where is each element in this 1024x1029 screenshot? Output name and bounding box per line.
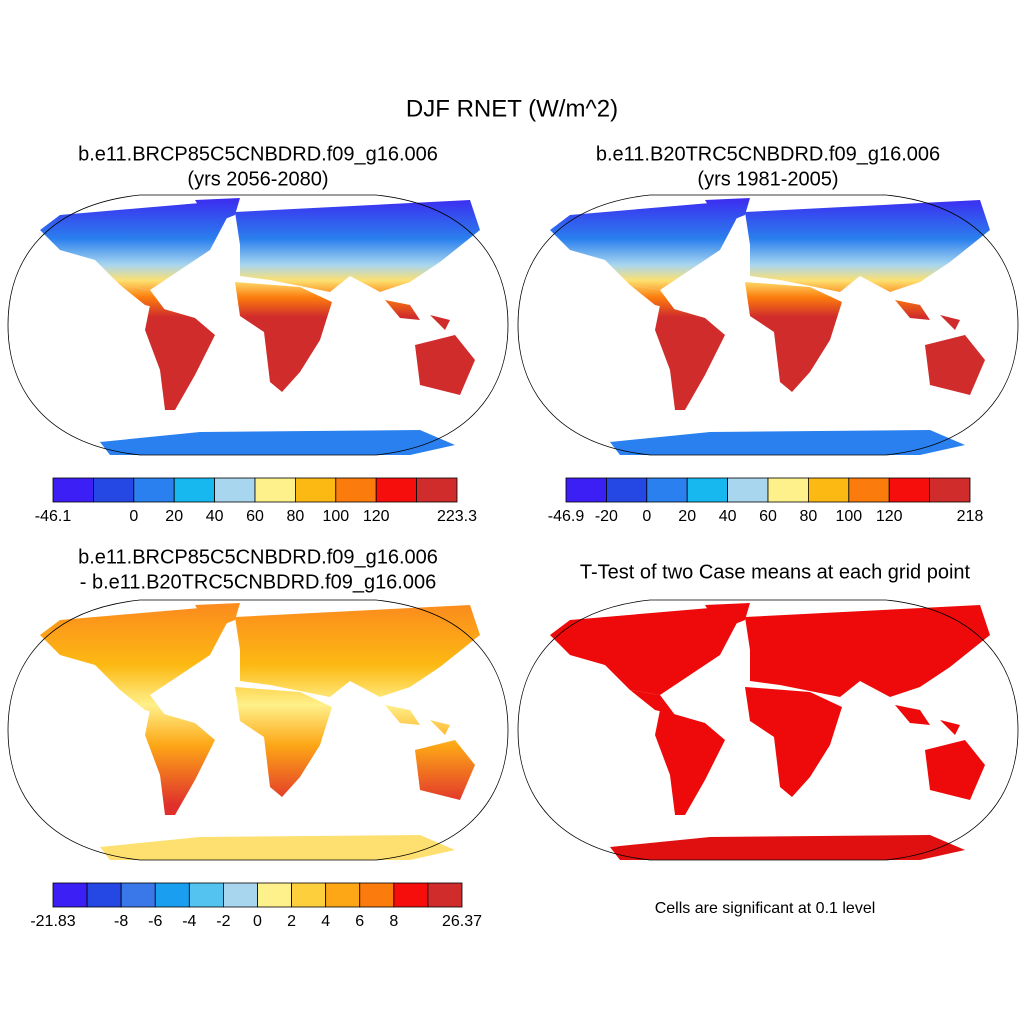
colorbar-box <box>767 477 809 503</box>
colorbar-box <box>848 477 890 503</box>
colorbar-box <box>393 882 429 908</box>
colorbar-box <box>686 477 729 503</box>
colorbar-box <box>888 477 931 503</box>
colorbar-label: 8 <box>389 913 398 930</box>
colorbar-box <box>214 477 256 503</box>
colorbar-box <box>427 882 463 908</box>
colorbar-label: -8 <box>114 913 128 930</box>
colorbar-label: -46.1 <box>35 508 72 525</box>
colorbar-box <box>188 882 224 908</box>
colorbar-label: 120 <box>876 508 903 525</box>
colorbar-label: -2 <box>216 913 230 930</box>
colorbar-label: -20 <box>595 508 618 525</box>
panel-title: b.e11.BRCP85C5CNBDRD.f09_g16.006 <box>78 143 438 165</box>
colorbar-box <box>335 477 377 503</box>
colorbar-box <box>154 882 190 908</box>
colorbar-box <box>52 477 94 503</box>
colorbar-box <box>52 882 88 908</box>
colorbar-label: 80 <box>800 508 818 525</box>
colorbar-box <box>120 882 156 908</box>
colorbar-box <box>565 477 607 503</box>
colorbar-box <box>294 477 337 503</box>
colorbar-label: 6 <box>355 913 364 930</box>
colorbar-label: 100 <box>835 508 862 525</box>
colorbar-label: 60 <box>759 508 777 525</box>
colorbar-label: 4 <box>321 913 330 930</box>
colorbar-label: 218 <box>957 508 984 525</box>
colorbar-label: 20 <box>678 508 696 525</box>
colorbar-label: 26.37 <box>442 913 482 930</box>
colorbar-label: 40 <box>206 508 224 525</box>
colorbar-label: -4 <box>182 913 196 930</box>
colorbar-box <box>727 477 769 503</box>
colorbar-label: 40 <box>719 508 737 525</box>
colorbar-box <box>606 477 648 503</box>
colorbar-box <box>325 882 361 908</box>
colorbar-label: 80 <box>287 508 305 525</box>
colorbar-label: 60 <box>246 508 264 525</box>
colorbar-label: 0 <box>642 508 651 525</box>
map <box>517 599 1019 861</box>
colorbar-box <box>254 477 296 503</box>
panel-title: - b.e11.B20TRC5CNBDRD.f09_g16.006 <box>80 571 436 593</box>
colorbar-label: -6 <box>148 913 162 930</box>
map <box>7 599 509 861</box>
colorbar-label: 0 <box>253 913 262 930</box>
panel-title: b.e11.B20TRC5CNBDRD.f09_g16.006 <box>596 143 940 165</box>
colorbar-label: 2 <box>287 913 296 930</box>
colorbar-label: -46.9 <box>548 508 585 525</box>
colorbar-box <box>223 882 258 908</box>
colorbar-label: 100 <box>322 508 349 525</box>
colorbar-box <box>86 882 122 908</box>
colorbar-box <box>173 477 215 503</box>
colorbar-box <box>93 477 135 503</box>
colorbar-label: -21.83 <box>30 913 75 930</box>
colorbar-box <box>416 477 458 503</box>
colorbar-box <box>646 477 688 503</box>
colorbar-box <box>133 477 175 503</box>
panel-title: (yrs 1981-2005) <box>697 168 838 190</box>
map <box>7 194 509 456</box>
colorbar-box <box>808 477 850 503</box>
colorbar-box <box>929 477 971 503</box>
panel-title: b.e11.BRCP85C5CNBDRD.f09_g16.006 <box>78 546 438 568</box>
panel-note: Cells are significant at 0.1 level <box>655 900 876 917</box>
colorbar-label: 20 <box>165 508 183 525</box>
panel-title: (yrs 2056-2080) <box>187 168 328 190</box>
colorbar-label: 120 <box>363 508 390 525</box>
colorbar-box <box>375 477 418 503</box>
colorbar-label: 223.3 <box>437 508 477 525</box>
colorbar-box <box>257 882 292 908</box>
figure-title: DJF RNET (W/m^2) <box>406 95 618 122</box>
colorbar-label: 0 <box>129 508 138 525</box>
colorbar-box <box>291 882 327 908</box>
colorbar-box <box>359 882 395 908</box>
map <box>517 194 1019 456</box>
panel-title: T-Test of two Case means at each grid po… <box>580 561 971 583</box>
